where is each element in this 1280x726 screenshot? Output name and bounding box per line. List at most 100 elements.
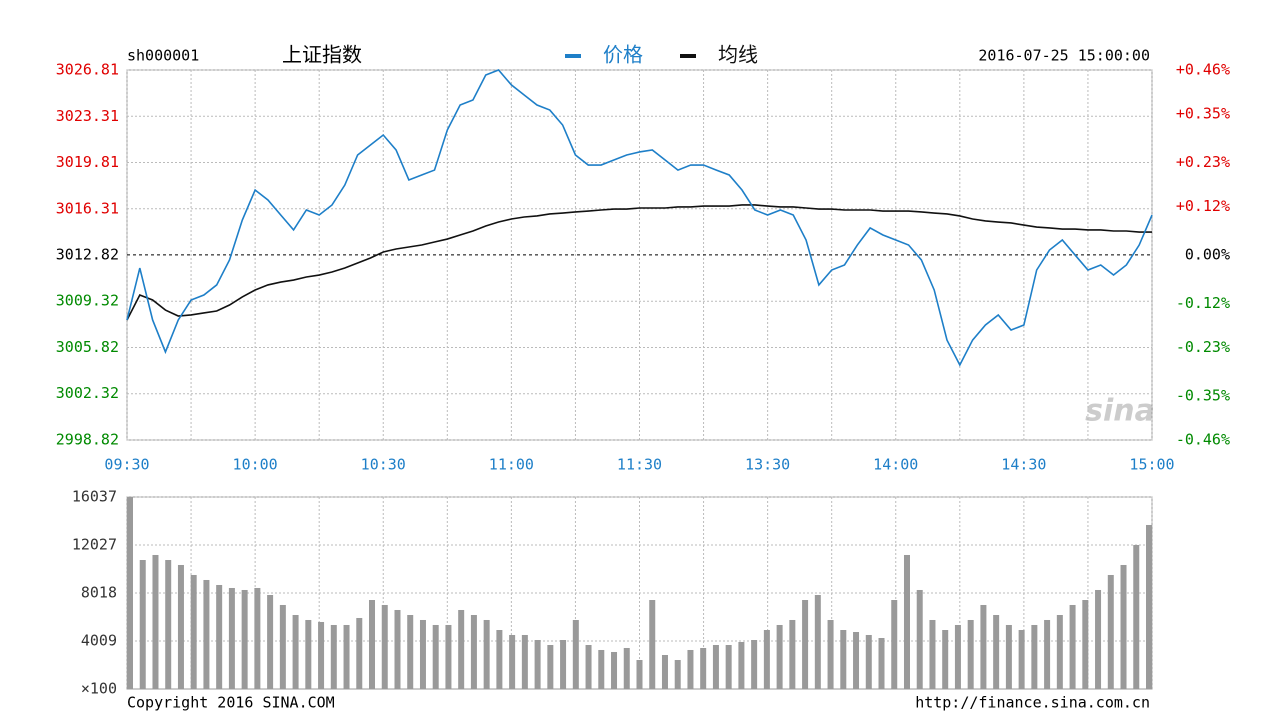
volume-bar: [177, 564, 184, 689]
volume-bar: [1146, 524, 1152, 689]
volume-bar: [165, 559, 172, 689]
y-tick-label: 3023.31: [56, 107, 119, 125]
y-tick-label: 3012.82: [56, 245, 119, 263]
volume-bar: [432, 624, 439, 689]
volume-bar: [636, 660, 643, 689]
stock-code: sh000001: [127, 47, 199, 65]
volume-bar: [534, 639, 541, 689]
y-tick-label: 3019.81: [56, 153, 119, 171]
volume-bar: [661, 654, 668, 689]
volume-bar: [267, 594, 274, 689]
volume-bar: [993, 614, 1000, 689]
volume-bar: [1107, 574, 1114, 689]
volume-bar: [840, 630, 847, 689]
volume-bar: [419, 619, 426, 689]
volume-bar: [1056, 614, 1063, 689]
y2-tick-label: -0.23%: [1176, 338, 1230, 356]
volume-bar: [929, 619, 936, 689]
x-tick-label: 11:30: [617, 456, 662, 474]
legend-swatch: [565, 54, 581, 58]
x-tick-label: 10:00: [233, 456, 278, 474]
volume-bar: [1018, 630, 1025, 689]
datetime: 2016-07-25 15:00:00: [978, 47, 1150, 65]
volume-bar: [343, 624, 350, 689]
volume-bar: [1120, 564, 1127, 689]
volume-bar: [483, 619, 490, 689]
volume-bar: [623, 647, 630, 689]
volume-bar: [942, 630, 949, 689]
volume-bar: [891, 599, 898, 689]
volume-bar: [127, 497, 133, 689]
volume-bar: [674, 660, 681, 689]
x-tick-label: 15:00: [1129, 456, 1174, 474]
volume-tick-label: 12027: [72, 536, 117, 554]
volume-bar: [394, 609, 401, 689]
y2-tick-label: +0.23%: [1176, 153, 1230, 171]
volume-bar: [814, 594, 821, 689]
volume-bar: [700, 647, 707, 689]
volume-bar: [1044, 619, 1051, 689]
volume-bar: [649, 599, 656, 689]
volume-bar: [954, 624, 961, 689]
copyright: Copyright 2016 SINA.COM: [127, 694, 335, 712]
volume-bar: [254, 587, 261, 689]
watermark: sina: [1085, 394, 1155, 429]
x-tick-label: 10:30: [361, 456, 406, 474]
volume-bar: [1095, 589, 1102, 689]
volume-bar: [1005, 624, 1012, 689]
volume-unit: ×100: [81, 680, 117, 698]
volume-bar: [980, 604, 987, 689]
y-tick-label: 3016.31: [56, 199, 119, 217]
y2-tick-label: +0.35%: [1176, 105, 1230, 123]
volume-bar: [763, 630, 770, 689]
x-tick-label: 09:30: [104, 456, 149, 474]
y-tick-label: 3005.82: [56, 338, 119, 356]
volume-bar: [381, 604, 388, 689]
volume-bar: [967, 619, 974, 689]
volume-bar: [241, 589, 248, 689]
volume-bar: [318, 621, 325, 689]
volume-bar: [1133, 544, 1140, 689]
volume-bar: [369, 599, 376, 689]
volume-bar: [687, 649, 694, 689]
y2-tick-label: -0.46%: [1176, 431, 1230, 449]
volume-bar: [802, 599, 809, 689]
volume-bar: [738, 641, 745, 689]
volume-bar: [279, 604, 286, 689]
volume-tick-label: 4009: [81, 632, 117, 650]
volume-bar: [903, 554, 910, 689]
volume-bar: [916, 589, 923, 689]
volume-bar: [878, 637, 885, 689]
x-tick-label: 14:30: [1001, 456, 1046, 474]
index-name: 上证指数: [282, 43, 362, 67]
y2-tick-label: 0.00%: [1185, 246, 1230, 264]
volume-bar: [789, 619, 796, 689]
volume-bar: [228, 587, 235, 689]
volume-bar: [445, 624, 452, 689]
volume-bar: [458, 609, 465, 689]
volume-bar: [725, 645, 732, 689]
volume-tick-label: 16037: [72, 488, 117, 506]
y-tick-label: 3026.81: [56, 61, 119, 79]
volume-bar: [585, 645, 592, 689]
volume-bar: [598, 649, 605, 689]
volume-bar: [776, 624, 783, 689]
volume-bar: [827, 619, 834, 689]
volume-bar: [521, 634, 528, 689]
volume-bar: [305, 619, 312, 689]
volume-bar: [407, 614, 414, 689]
volume-tick-label: 8018: [81, 584, 117, 602]
y-tick-label: 3009.32: [56, 292, 119, 310]
y-tick-label: 2998.82: [56, 431, 119, 449]
volume-bar: [292, 614, 299, 689]
volume-bar: [139, 559, 146, 689]
y-tick-label: 3002.32: [56, 384, 119, 402]
x-tick-label: 14:00: [873, 456, 918, 474]
volume-bar: [1069, 604, 1076, 689]
volume-bar: [865, 634, 872, 689]
price-line: [126, 204, 1152, 321]
volume-bar: [611, 651, 618, 689]
volume-bar: [712, 645, 719, 689]
volume-bar: [152, 554, 159, 689]
